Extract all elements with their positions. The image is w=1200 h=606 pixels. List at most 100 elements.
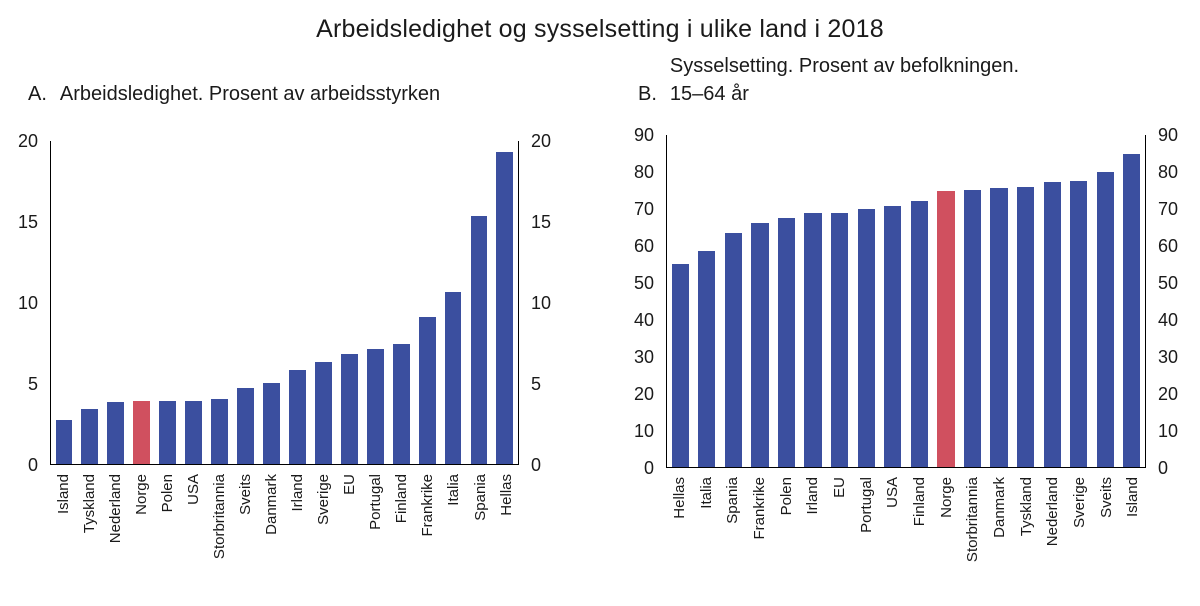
y-axis-tick-label: 60 [1158, 235, 1179, 256]
bar-norge [937, 190, 955, 467]
bar-polen [159, 400, 177, 464]
x-axis-label: Frankrike [750, 476, 768, 540]
bar-slot [414, 141, 440, 464]
bar-spania [470, 216, 488, 464]
panel-b: B. Sysselsetting. Prosent av befolkninge… [614, 52, 1188, 584]
bar-slot [466, 141, 492, 464]
bar-finland [392, 344, 410, 464]
y-axis-tick-label: 40 [633, 309, 654, 330]
panel-b-label: B. [638, 82, 657, 105]
x-axis-label-slot: Finland [906, 477, 933, 584]
bar-slot [388, 141, 414, 464]
chart-a: 0 5 10 15 20 0 5 10 15 20 Island Tyskland Nederlan… [12, 132, 557, 581]
bar-slot [362, 141, 388, 464]
chart-b-plot-area [666, 134, 1146, 468]
panel-title-line: Sysselsetting. Prosent av befolkningen. [669, 54, 1019, 77]
x-axis-label-slot: Irland [285, 474, 311, 581]
y-axis-tick-label: 70 [633, 198, 654, 219]
bar-slot [233, 141, 259, 464]
x-axis-label-slot: Danmark [986, 477, 1013, 584]
y-axis-tick-label: 80 [633, 161, 654, 182]
bar-slot [773, 135, 800, 467]
bar-eu [831, 212, 849, 467]
bar-danmark [990, 188, 1008, 467]
chart-a-plot-area [50, 140, 519, 465]
bar-frankrike [751, 222, 769, 467]
y-axis-tick-label: 10 [633, 420, 654, 441]
x-axis-label-slot: Nederland [102, 474, 128, 581]
chart-a-y-axis-right: 0 5 10 15 20 [519, 132, 557, 474]
x-axis-label: Tyskland [80, 473, 98, 533]
x-axis-label: Sveits [1097, 476, 1115, 518]
x-axis-label-slot: Frankrike [746, 477, 773, 584]
bar-sveits [237, 387, 254, 464]
x-axis-label-slot: Irland [799, 477, 826, 584]
y-axis-tick-label: 30 [633, 346, 654, 367]
x-axis-label-slot: Island [50, 474, 76, 581]
chart-a-y-axis-left: 0 5 10 15 20 [12, 132, 50, 474]
x-axis-label: Nederland [1044, 476, 1062, 546]
y-axis-tick-label: 20 [531, 130, 552, 151]
x-axis-label: Norge [937, 476, 955, 518]
x-axis-label: Storbritannia [964, 476, 982, 562]
bar-slot [986, 135, 1013, 467]
x-axis-label: Polen [777, 476, 795, 515]
x-axis-label-slot: Portugal [853, 477, 880, 584]
bar-polen [777, 217, 796, 467]
bar-usa [884, 205, 902, 467]
figure-title: Arbeidsledighet og sysselsetting i ulike… [316, 15, 884, 43]
chart-b-y-axis-right: 0 10 20 30 40 50 60 70 80 90 [1146, 126, 1188, 477]
bar-slot [906, 135, 933, 467]
bar-slot [1012, 135, 1039, 467]
x-axis-label-slot: EU [826, 477, 853, 584]
x-axis-label: Sverige [1070, 476, 1088, 528]
bar-slot [310, 141, 336, 464]
bar-slot [336, 141, 362, 464]
bar-portugal [857, 209, 875, 467]
bar-slot [720, 135, 747, 467]
x-axis-label: Sveits [236, 473, 254, 515]
x-axis-label-slot: USA [180, 474, 206, 581]
bar-slot [1092, 135, 1119, 467]
y-axis-tick-label: 0 [27, 454, 38, 475]
x-axis-label: Irland [804, 476, 822, 515]
bar-frankrike [418, 316, 436, 464]
bar-sverige [314, 361, 332, 464]
x-axis-label-slot: Storbritannia [206, 474, 232, 581]
x-axis-label: Danmark [263, 473, 281, 535]
bar-slot [1119, 135, 1146, 467]
y-axis-tick-label: 30 [1158, 346, 1179, 367]
panel-a-label: A. [28, 82, 47, 105]
bar-tyskland [81, 408, 99, 464]
bar-portugal [366, 348, 384, 464]
bar-italia [698, 250, 716, 467]
bar-tyskland [1016, 186, 1035, 467]
bar-hellas [496, 151, 514, 464]
y-axis-tick-label: 20 [633, 383, 654, 404]
x-axis-label-slot: Portugal [363, 474, 389, 581]
bar-slot [51, 141, 77, 464]
bar-irland [288, 369, 306, 464]
x-axis-label-slot: Finland [389, 474, 415, 581]
chart-b: 0 10 20 30 40 50 60 70 80 90 0 10 20 30 40 50 60 70 80 90 … [614, 126, 1188, 584]
bar-slot [77, 141, 103, 464]
bar-slot [259, 141, 285, 464]
x-axis-label: USA [184, 473, 202, 505]
bar-norge [133, 400, 151, 464]
bar-slot [492, 141, 518, 464]
y-axis-tick-label: 20 [1158, 383, 1179, 404]
bar-slot [440, 141, 466, 464]
x-axis-label-slot: Italia [441, 474, 467, 581]
bar-slot [207, 141, 233, 464]
x-axis-label: Finland [910, 476, 928, 526]
bar-slot [103, 141, 129, 464]
x-axis-label: Italia [445, 473, 463, 506]
y-axis-tick-label: 50 [1158, 272, 1179, 293]
panels: A. Arbeidsledighet. Prosent av arbeidsst… [0, 52, 1200, 584]
x-axis-label: Polen [158, 473, 176, 512]
y-axis-tick-label: 80 [1158, 161, 1179, 182]
bar-nederland [1043, 181, 1061, 467]
panel-b-title: B. Sysselsetting. Prosent av befolkninge… [614, 52, 1188, 108]
x-axis-label-slot: Tyskland [1013, 477, 1040, 584]
